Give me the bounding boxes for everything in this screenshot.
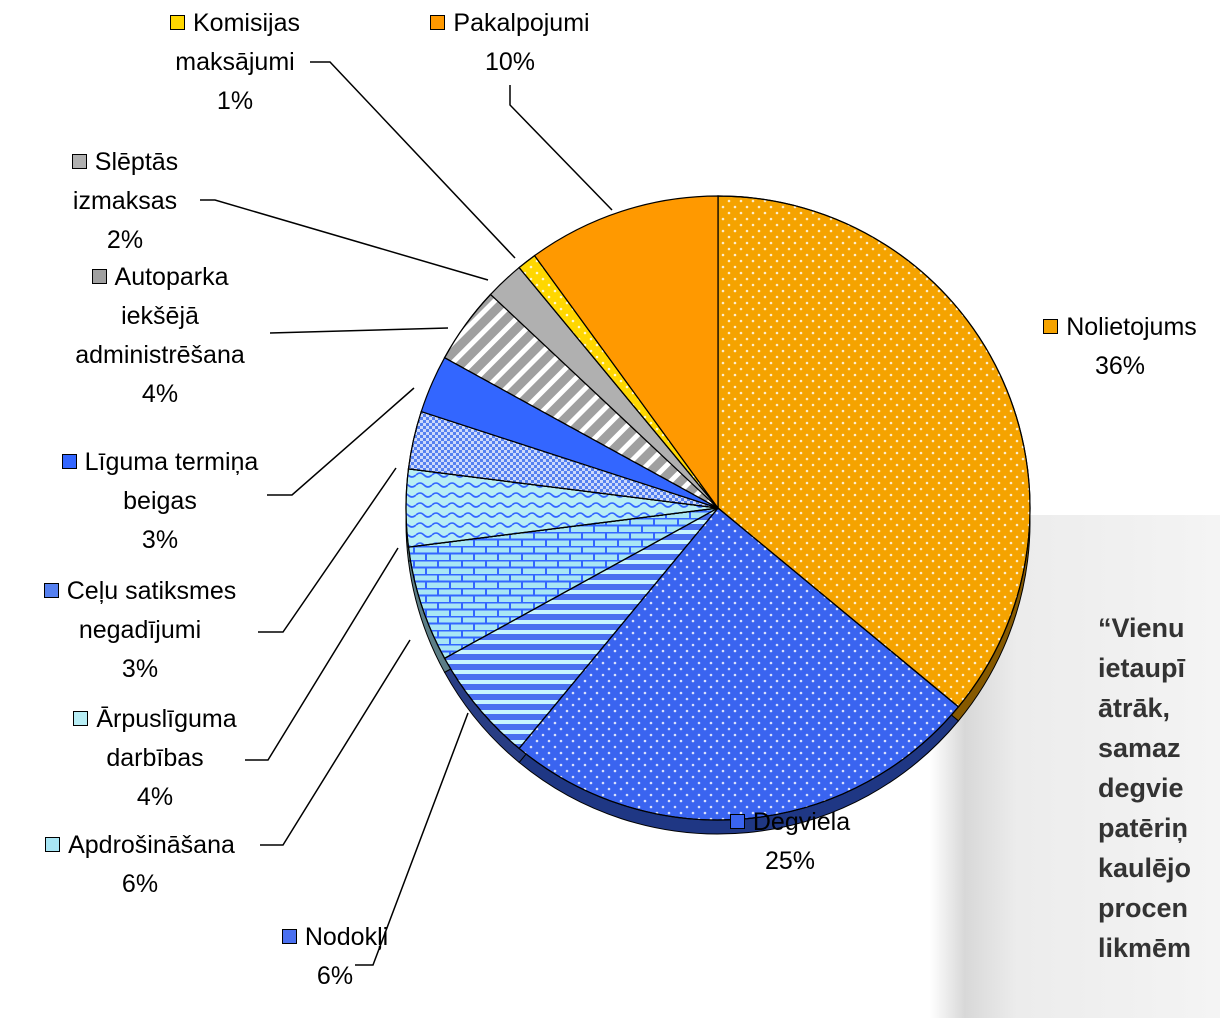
legend-marker bbox=[430, 15, 445, 30]
annotation-line: “Vienu bbox=[1098, 608, 1191, 648]
value-label: 3% bbox=[5, 650, 275, 689]
legend-marker bbox=[92, 269, 107, 284]
slice-label: Nolietojums 36% bbox=[1020, 308, 1220, 386]
value-label: 2% bbox=[30, 221, 220, 260]
leader-line bbox=[510, 85, 612, 210]
slice-label: Ceļu satiksmes negadījumi 3% bbox=[5, 572, 275, 689]
leader-line bbox=[270, 328, 448, 333]
legend-marker bbox=[170, 15, 185, 30]
slice-label: Komisijas maksājumi 1% bbox=[150, 4, 320, 121]
leader-line bbox=[260, 640, 410, 845]
slice-label: Apdrošināšana 6% bbox=[10, 826, 270, 904]
category-label: Ārpuslīguma darbības bbox=[96, 705, 236, 772]
value-label: 25% bbox=[690, 842, 890, 881]
legend-marker bbox=[73, 711, 88, 726]
legend-marker bbox=[730, 814, 745, 829]
legend-marker bbox=[1043, 319, 1058, 334]
legend-marker bbox=[45, 837, 60, 852]
slice-label: Nodokļi 6% bbox=[250, 918, 420, 996]
category-label: Slēptās izmaksas bbox=[73, 148, 178, 215]
category-label: Nodokļi bbox=[305, 923, 388, 951]
value-label: 4% bbox=[55, 778, 255, 817]
value-label: 6% bbox=[250, 957, 420, 996]
annotation-line: patēriņ bbox=[1098, 808, 1191, 848]
page: “Vienuietaupīātrāk,samazdegviepatēriņkau… bbox=[0, 0, 1220, 1018]
category-label: Pakalpojumi bbox=[453, 9, 589, 37]
slice-label: Pakalpojumi 10% bbox=[400, 4, 620, 82]
category-label: Degviela bbox=[753, 808, 850, 836]
legend-marker bbox=[72, 154, 87, 169]
leader-line bbox=[310, 62, 515, 258]
value-label: 10% bbox=[400, 43, 620, 82]
annotation-line: ietaupī bbox=[1098, 648, 1191, 688]
value-label: 4% bbox=[60, 375, 260, 414]
slice-label: Degviela 25% bbox=[690, 803, 890, 881]
value-label: 1% bbox=[150, 82, 320, 121]
annotation-line: degvie bbox=[1098, 768, 1191, 808]
slice-label: Līguma termiņa beigas 3% bbox=[35, 443, 285, 560]
value-label: 6% bbox=[10, 865, 270, 904]
category-label: Nolietojums bbox=[1066, 313, 1197, 341]
annotation-line: procen bbox=[1098, 888, 1191, 928]
legend-marker bbox=[44, 583, 59, 598]
category-label: Komisijas maksājumi bbox=[175, 9, 300, 76]
value-label: 36% bbox=[1020, 347, 1220, 386]
category-label: Līguma termiņa beigas bbox=[85, 448, 259, 515]
leader-line bbox=[267, 388, 414, 495]
slice-label: Ārpuslīguma darbības 4% bbox=[55, 700, 255, 817]
value-label: 3% bbox=[35, 521, 285, 560]
annotation-line: kaulējo bbox=[1098, 848, 1191, 888]
annotation-line: ātrāk, bbox=[1098, 688, 1191, 728]
legend-marker bbox=[282, 929, 297, 944]
category-label: Apdrošināšana bbox=[68, 831, 235, 859]
slice-label: Slēptās izmaksas 2% bbox=[30, 143, 220, 260]
category-label: Ceļu satiksmes negadījumi bbox=[67, 577, 237, 644]
legend-marker bbox=[62, 454, 77, 469]
annotation-line: samaz bbox=[1098, 728, 1191, 768]
annotation-line: likmēm bbox=[1098, 928, 1191, 968]
